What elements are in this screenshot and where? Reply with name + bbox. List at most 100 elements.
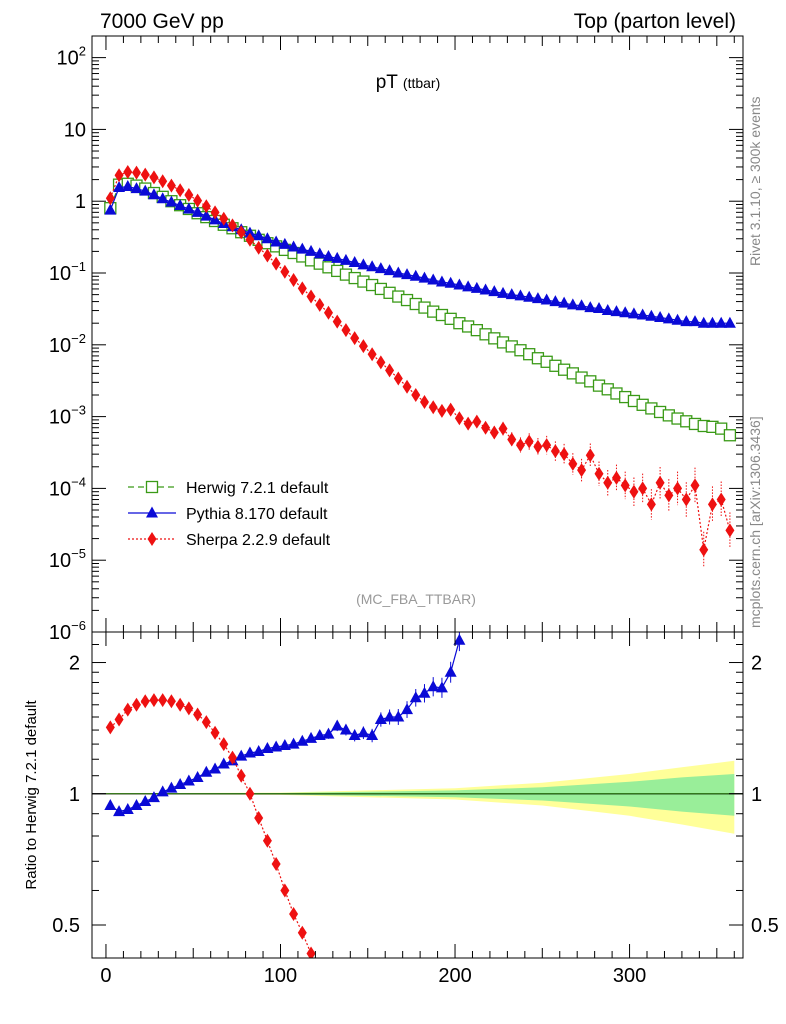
main-ytick-label: 10 xyxy=(64,119,86,141)
main-data-point xyxy=(638,481,648,496)
main-data-point xyxy=(350,331,360,346)
main-data-point xyxy=(715,422,728,435)
main-data-point xyxy=(156,192,169,204)
main-data-point xyxy=(104,203,117,215)
main-data-point xyxy=(191,205,204,217)
ratio-data-point xyxy=(210,725,220,740)
main-data-point xyxy=(707,497,717,512)
main-data-point xyxy=(723,316,736,328)
main-data-point xyxy=(585,448,595,463)
ratio-data-point xyxy=(427,680,440,692)
ratio-data-point xyxy=(289,906,299,921)
main-data-point xyxy=(488,285,501,297)
main-data-point xyxy=(339,253,352,265)
ratio-data-point xyxy=(252,745,265,757)
main-data-point xyxy=(254,240,264,255)
main-data-point xyxy=(113,181,126,193)
main-data-point xyxy=(725,523,735,538)
mcplots-label: mcplots.cern.ch [arXiv:1306.3436] xyxy=(747,416,763,628)
main-data-point xyxy=(498,421,508,436)
main-data-point xyxy=(620,478,630,493)
main-data-point xyxy=(524,434,534,449)
ratio-ytick-label-right: 2 xyxy=(751,653,762,675)
main-data-point xyxy=(531,292,544,304)
main-data-point xyxy=(357,258,370,270)
ratio-data-point xyxy=(165,781,178,793)
ratio-data-point xyxy=(156,785,169,797)
main-data-point xyxy=(323,305,333,320)
ratio-data-point xyxy=(114,712,124,727)
main-data-point xyxy=(566,298,579,310)
main-data-point xyxy=(201,199,211,214)
main-title-text: pT xyxy=(376,72,399,93)
main-data-point xyxy=(646,497,656,512)
main-title: pT (ttbar) xyxy=(376,72,441,93)
xtick-label: 300 xyxy=(613,965,646,987)
ratio-data-point xyxy=(123,702,133,717)
main-data-point xyxy=(182,202,195,214)
main-data-point xyxy=(444,276,457,288)
main-data-point xyxy=(411,387,421,402)
ytick-exponent: −4 xyxy=(71,474,86,489)
watermark: (MC_FBA_TTBAR) xyxy=(356,591,476,607)
main-data-point xyxy=(376,355,386,370)
ratio-data-point xyxy=(243,746,256,758)
main-ytick-label: 10−2 xyxy=(49,331,86,357)
main-data-point xyxy=(252,229,265,241)
ratio-data-point xyxy=(200,765,213,777)
ratio-data-point xyxy=(401,703,414,715)
main-data-point xyxy=(550,444,560,459)
main-data-point xyxy=(132,165,142,180)
ytick-exponent: 2 xyxy=(79,44,86,59)
main-data-point xyxy=(601,304,614,316)
ratio-data-point xyxy=(287,737,300,749)
ratio-data-point xyxy=(339,723,352,735)
ratio-data-point xyxy=(278,739,291,751)
ratio-data-point xyxy=(174,778,187,790)
main-ytick-label: 10−6 xyxy=(49,618,86,644)
ratio-data-point xyxy=(366,729,379,741)
main-data-point xyxy=(175,183,185,198)
main-data-point xyxy=(385,363,395,378)
xtick-label: 100 xyxy=(264,965,297,987)
main-data-point xyxy=(611,470,621,485)
main-data-point xyxy=(603,475,613,490)
main-data-point xyxy=(655,475,665,490)
main-data-point xyxy=(706,316,719,328)
main-data-point xyxy=(184,188,194,203)
main-data-point xyxy=(358,339,368,354)
ratio-data-point xyxy=(453,633,466,645)
ratio-data-point xyxy=(435,681,448,693)
ratio-ytick-label: 1 xyxy=(69,784,80,806)
main-data-point xyxy=(584,301,597,313)
main-data-point xyxy=(166,178,176,193)
main-data-point xyxy=(305,244,318,256)
ytick-base: 10 xyxy=(49,622,71,644)
main-data-point xyxy=(210,205,220,220)
ratio-data-point xyxy=(191,770,204,782)
main-data-point xyxy=(392,266,405,278)
main-data-point xyxy=(262,248,272,263)
ratio-data-point xyxy=(324,970,333,984)
ratio-data-point xyxy=(357,726,370,738)
main-data-point xyxy=(306,289,316,304)
main-data-point xyxy=(673,481,683,496)
main-data-point xyxy=(533,439,543,454)
ratio-data-point xyxy=(201,715,211,730)
main-data-point xyxy=(454,411,464,426)
main-data-point xyxy=(497,286,510,298)
main-data-point xyxy=(681,492,691,507)
main-data-point xyxy=(542,438,552,453)
main-data-point xyxy=(409,269,422,281)
main-data-point xyxy=(697,316,710,328)
main-data-point xyxy=(393,371,403,386)
main-data-point xyxy=(515,438,525,453)
main-data-point xyxy=(419,394,429,409)
ratio-data-point xyxy=(121,803,134,815)
ratio-data-point xyxy=(139,794,152,806)
ytick-base: 10 xyxy=(64,119,86,141)
ratio-data-point xyxy=(193,707,203,722)
legend-marker xyxy=(147,532,157,546)
main-data-point xyxy=(481,420,491,435)
main-data-point xyxy=(627,307,640,319)
